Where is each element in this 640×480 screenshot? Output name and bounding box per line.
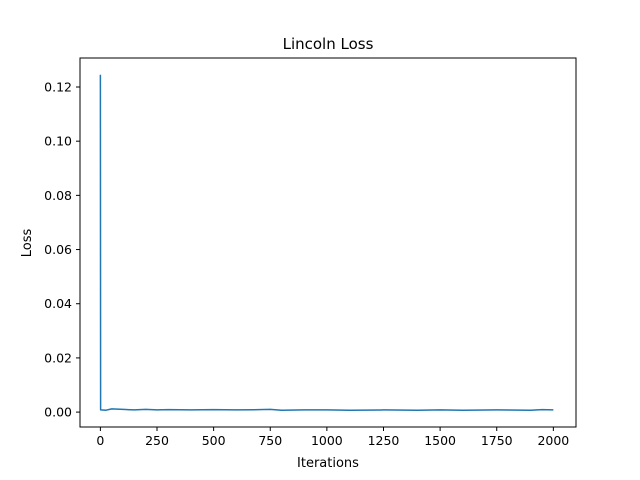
x-tick-label: 2000	[537, 433, 569, 448]
x-tick-label: 1250	[368, 433, 400, 448]
y-tick-label: 0.04	[44, 296, 72, 311]
y-tick-label: 0.00	[44, 405, 72, 420]
y-tick-label: 0.06	[44, 242, 72, 257]
y-tick-label: 0.12	[44, 79, 72, 94]
chart-title: Lincoln Loss	[283, 35, 374, 53]
plot-frame	[79, 57, 577, 428]
x-axis-label: Iterations	[297, 456, 359, 471]
series-line-0	[99, 74, 554, 411]
x-tick-label: 1500	[424, 433, 456, 448]
y-tick-label: 0.10	[44, 134, 72, 149]
x-tick-label: 1750	[481, 433, 513, 448]
x-tick-label: 0	[96, 433, 104, 448]
x-tick-label: 750	[258, 433, 282, 448]
y-axis-label: Loss	[20, 229, 35, 258]
x-tick-label: 500	[202, 433, 226, 448]
x-tick-label: 250	[145, 433, 169, 448]
y-tick-label: 0.08	[44, 188, 72, 203]
y-tick-label: 0.02	[44, 350, 72, 365]
x-tick-label: 1000	[311, 433, 343, 448]
